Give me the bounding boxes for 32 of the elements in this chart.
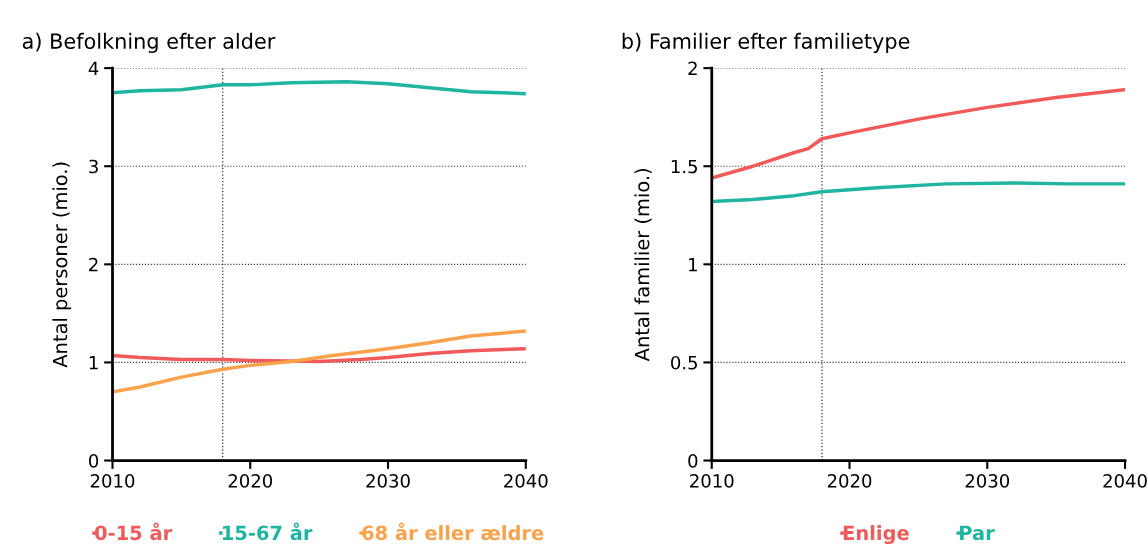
legend-label: Par bbox=[960, 525, 995, 541]
x-tick-label: 2010 bbox=[690, 474, 734, 488]
y-tick-label: 1 bbox=[689, 258, 697, 272]
y-tick-label: 2 bbox=[688, 61, 697, 75]
chart-title: a) Befolkning efter alder bbox=[22, 32, 276, 54]
x-tick-label: 2030 bbox=[965, 474, 1010, 488]
x-tick-label: 2010 bbox=[90, 474, 135, 488]
legend-label: 15-67 år bbox=[223, 522, 313, 541]
x-tick-label: 2030 bbox=[366, 474, 410, 488]
y-axis-title: Antal familier (mio.) bbox=[634, 168, 652, 362]
y-tick-label: 0 bbox=[89, 453, 99, 468]
y-tick-label: 0 bbox=[688, 453, 698, 468]
line-series bbox=[112, 346, 526, 364]
line-series bbox=[112, 329, 526, 394]
y-tick-label: 3 bbox=[89, 159, 98, 174]
line-series bbox=[711, 87, 1126, 180]
y-tick-label: 2 bbox=[89, 257, 98, 272]
x-tick-label: 2020 bbox=[827, 474, 872, 488]
y-tick-label: 0.5 bbox=[671, 355, 697, 370]
x-tick-label: 2040 bbox=[1103, 474, 1147, 488]
y-tick-label: 1 bbox=[89, 356, 98, 370]
x-tick-label: 2020 bbox=[228, 474, 273, 488]
y-tick-label: 1.5 bbox=[671, 159, 697, 174]
line-series bbox=[112, 80, 526, 96]
legend-label: 68 år eller ældre bbox=[362, 522, 544, 541]
legend-label: Enlige bbox=[843, 525, 909, 545]
chart-title: b) Familier efter familietype bbox=[622, 32, 910, 54]
y-tick-label: 4 bbox=[88, 61, 99, 75]
x-tick-label: 2040 bbox=[504, 474, 548, 488]
legend-label: 0-15 år bbox=[95, 522, 173, 541]
line-series bbox=[711, 181, 1126, 204]
y-axis-title: Antal personer (mio.) bbox=[52, 162, 72, 368]
